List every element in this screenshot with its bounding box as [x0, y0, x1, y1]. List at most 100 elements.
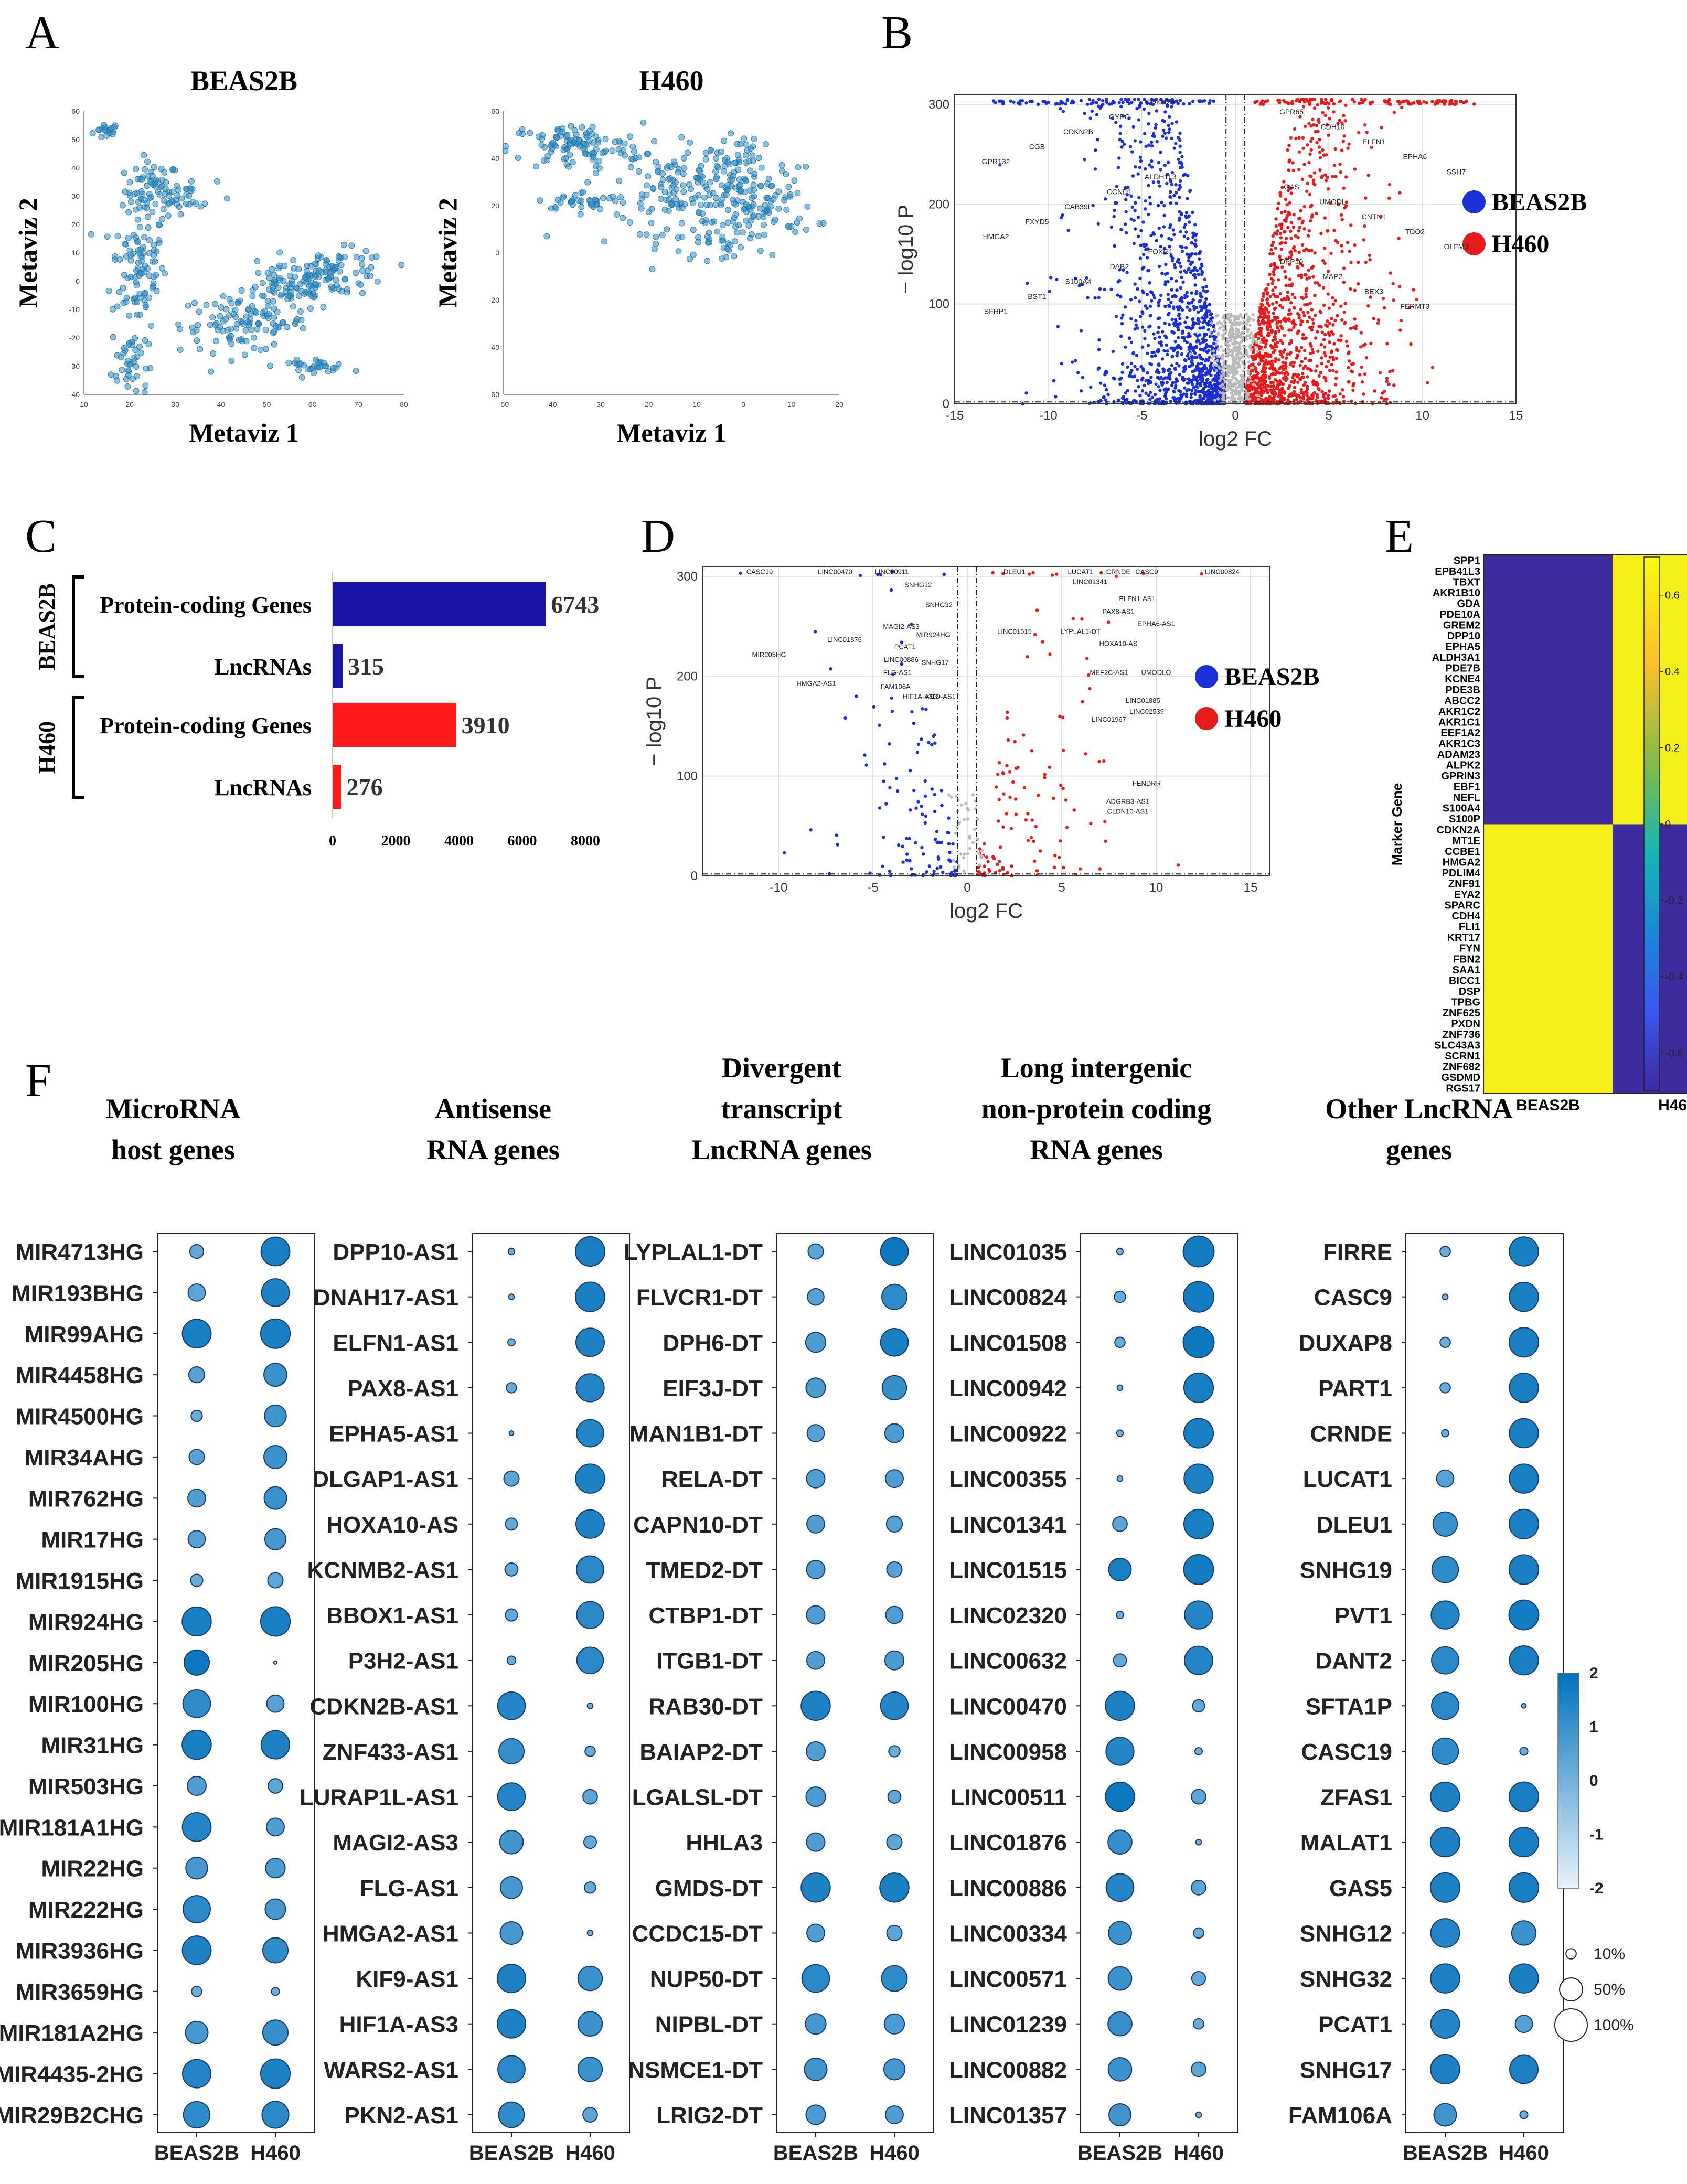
- data-point: [1006, 738, 1010, 742]
- data-point: [724, 207, 731, 213]
- data-point: [1176, 336, 1180, 340]
- data-point: [1280, 306, 1284, 309]
- data-point: [1163, 305, 1167, 308]
- data-point: [1226, 313, 1230, 316]
- data-point: [1146, 371, 1149, 375]
- data-point: [1265, 307, 1269, 311]
- data-point: [1306, 384, 1309, 388]
- data-point: [739, 571, 742, 575]
- data-point: [1326, 187, 1330, 191]
- data-point: [1254, 346, 1257, 349]
- dot: [886, 1561, 903, 1578]
- data-point: [1299, 275, 1304, 280]
- data-point: [1061, 101, 1064, 105]
- data-point: [1392, 298, 1395, 302]
- data-point: [1132, 241, 1136, 245]
- data-point: [723, 191, 730, 198]
- data-point: [1319, 371, 1322, 374]
- data-point: [1347, 351, 1350, 356]
- data-point: [1130, 150, 1134, 154]
- data-point: [1146, 344, 1150, 347]
- colorbar-tick-label: 0.6: [1665, 590, 1680, 602]
- data-point: [1016, 765, 1020, 769]
- data-point: [267, 362, 273, 369]
- data-point: [1192, 320, 1195, 325]
- data-point: [1289, 301, 1293, 305]
- gene-label: BST1: [1028, 292, 1046, 301]
- data-point: [1210, 321, 1213, 325]
- data-point: [1165, 397, 1168, 401]
- data-point: [1221, 383, 1224, 387]
- data-point: [1158, 341, 1161, 345]
- data-point: [572, 192, 579, 199]
- data-point: [1169, 371, 1173, 374]
- data-point: [1349, 223, 1353, 227]
- y-tick-label: 40: [71, 164, 80, 172]
- data-point: [1120, 145, 1124, 149]
- data-point: [1179, 244, 1183, 249]
- data-point: [890, 710, 894, 713]
- data-point: [1065, 98, 1070, 101]
- dot: [884, 1423, 905, 1443]
- data-point: [1091, 99, 1095, 103]
- data-point: [1163, 251, 1167, 255]
- data-point: [1203, 277, 1207, 281]
- data-point: [1342, 310, 1346, 314]
- data-point: [1140, 378, 1144, 382]
- data-point: [1193, 275, 1197, 280]
- data-point: [203, 302, 210, 308]
- dot: [1107, 1829, 1133, 1855]
- data-point: [732, 211, 739, 218]
- data-point: [1298, 377, 1302, 381]
- data-point: [1099, 381, 1103, 385]
- data-point: [1008, 795, 1012, 799]
- data-point: [1171, 228, 1175, 232]
- data-point: [197, 346, 204, 352]
- dot: [185, 2020, 209, 2044]
- data-point: [123, 253, 130, 260]
- dot: [1116, 1611, 1124, 1619]
- data-point: [1237, 385, 1241, 389]
- data-point: [330, 365, 337, 371]
- data-point: [1304, 295, 1308, 299]
- data-point: [992, 857, 996, 861]
- data-point: [1187, 348, 1191, 351]
- data-point: [1002, 792, 1006, 796]
- data-point: [1120, 316, 1124, 320]
- gene-label: MIR34AHG: [25, 1445, 144, 1471]
- data-point: [1187, 388, 1191, 392]
- data-point: [1194, 389, 1198, 392]
- data-point: [1269, 263, 1274, 267]
- data-point: [1145, 292, 1149, 296]
- dot: [499, 1921, 524, 1945]
- data-point: [1258, 340, 1262, 344]
- y-tick-label: 200: [928, 197, 949, 211]
- data-point: [1178, 131, 1182, 135]
- data-point: [1306, 234, 1310, 238]
- dot: [508, 1293, 515, 1301]
- data-point: [1136, 234, 1140, 238]
- data-point: [1101, 99, 1105, 103]
- data-point: [924, 708, 928, 711]
- data-point: [1105, 100, 1109, 104]
- data-point: [1161, 330, 1165, 334]
- data-point: [923, 794, 927, 798]
- gene-label: CCDC15-DT: [632, 1921, 763, 1946]
- dot: [508, 1430, 515, 1436]
- dot: [1195, 1838, 1202, 1846]
- data-point: [1172, 232, 1176, 237]
- data-point: [1166, 368, 1170, 372]
- data-point: [1261, 383, 1265, 387]
- panel-letter-f: F: [25, 1055, 51, 1107]
- data-point: [1305, 277, 1309, 281]
- data-point: [1338, 392, 1342, 396]
- data-point: [1308, 342, 1312, 346]
- data-point: [1255, 331, 1259, 336]
- data-point: [1233, 318, 1236, 322]
- dot: [1183, 1463, 1214, 1494]
- data-point: [1263, 354, 1267, 358]
- dot: [574, 1236, 606, 1267]
- data-point: [690, 227, 697, 233]
- data-point: [1280, 326, 1284, 330]
- data-point: [1331, 175, 1334, 178]
